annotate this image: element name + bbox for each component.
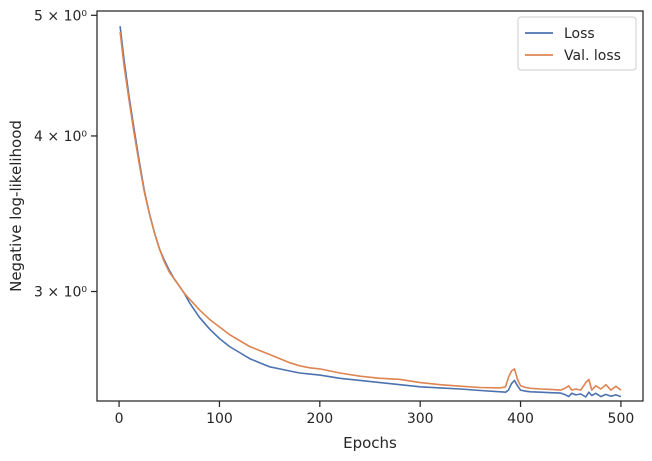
x-tick-label: 0 bbox=[115, 411, 124, 427]
series-layer bbox=[119, 26, 622, 398]
x-tick-label: 300 bbox=[407, 411, 434, 427]
x-tick-label: 400 bbox=[507, 411, 534, 427]
x-tick-label: 200 bbox=[306, 411, 333, 427]
series-line-val-loss bbox=[119, 31, 622, 391]
ticks-layer: 0 100 200 300 400 500 3 × 10⁰ 4 × 10⁰ 5 × 10⁰ bbox=[34, 8, 634, 427]
legend-label: Loss bbox=[564, 26, 595, 42]
x-tick-label: 100 bbox=[206, 411, 233, 427]
legend-label: Val. loss bbox=[564, 48, 621, 64]
y-axis-label: Negative log-likelihood bbox=[7, 120, 25, 292]
legend-frame bbox=[517, 16, 637, 71]
legend: Loss Val. loss bbox=[517, 16, 637, 71]
x-axis-label: Epochs bbox=[343, 434, 397, 452]
plot-frame bbox=[96, 10, 644, 402]
y-tick-label: 4 × 10⁰ bbox=[34, 129, 87, 145]
y-tick-label: 5 × 10⁰ bbox=[34, 8, 87, 24]
y-tick-label: 3 × 10⁰ bbox=[34, 284, 87, 300]
x-tick-label: 500 bbox=[608, 411, 635, 427]
series-line-loss bbox=[119, 26, 622, 398]
